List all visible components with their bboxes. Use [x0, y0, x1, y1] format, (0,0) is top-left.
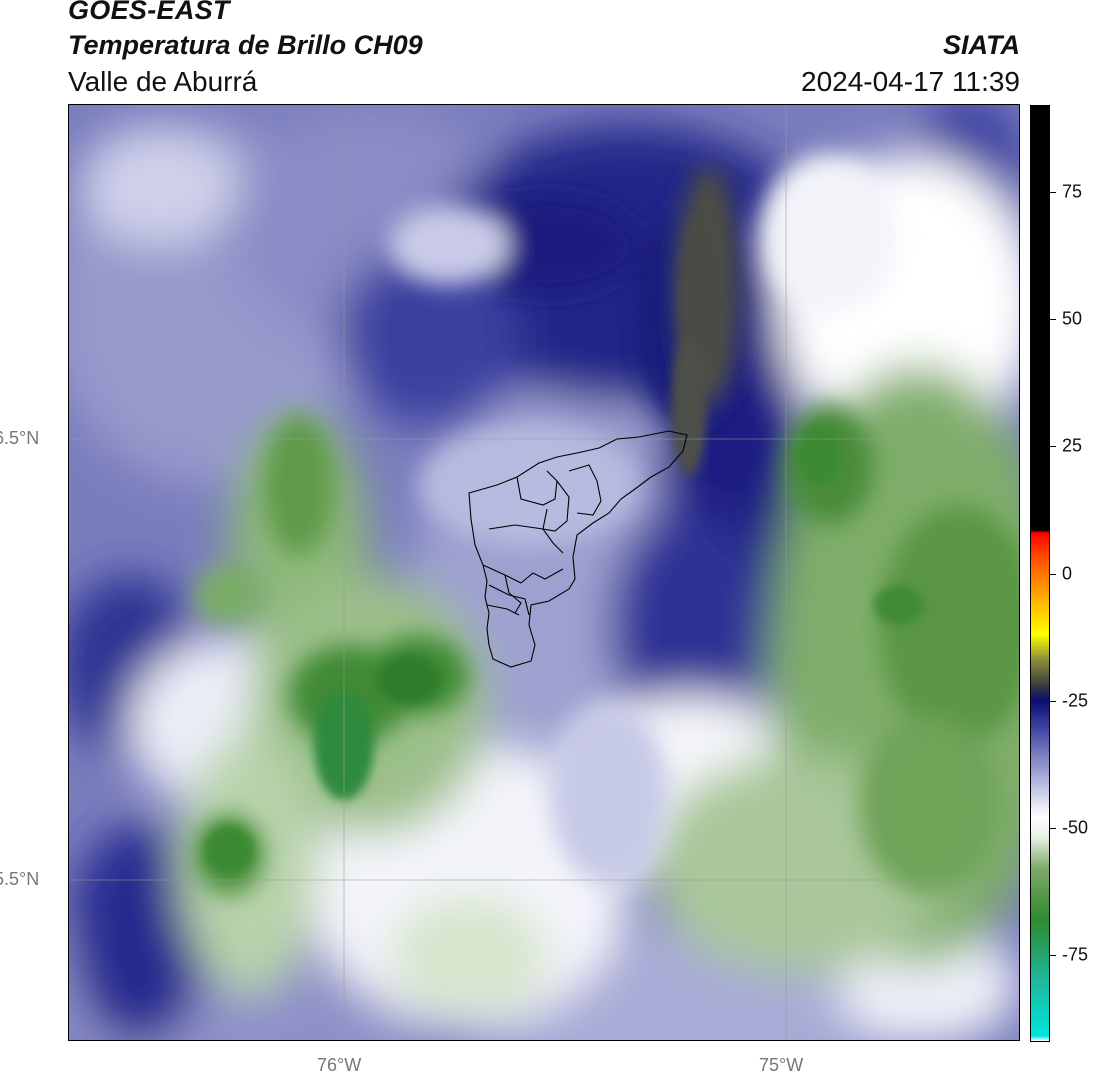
brightness-temperature-map[interactable] [68, 104, 1020, 1041]
colorbar-tick [1050, 191, 1056, 193]
lat-label-6-5n: 6.5°N [0, 428, 40, 448]
title-main: GOES-EAST [68, 0, 230, 25]
lon-label-75w: 75°W [759, 1055, 804, 1075]
aburra-valley-boundaries [468, 430, 688, 668]
map-canvas [69, 105, 1019, 1040]
colorbar-tick [1050, 573, 1056, 575]
colorbar-tick-label: 50 [1062, 308, 1083, 329]
title-location: Valle de Aburrá [68, 66, 258, 97]
title-datetime: 2024-04-17 11:39 [801, 66, 1020, 97]
colorbar-tick-label: 75 [1062, 181, 1083, 202]
colorbar-tick [1050, 828, 1056, 830]
title-subtitle: Temperatura de Brillo CH09 [68, 30, 423, 60]
graticule [69, 105, 1019, 1040]
colorbar-tick [1050, 700, 1056, 702]
colorbar-tick [1050, 955, 1056, 957]
lon-label-76w: 76°W [317, 1055, 362, 1075]
temperature-colorbar [1030, 105, 1050, 1042]
lat-label-5-5n: 5.5°N [0, 869, 40, 889]
colorbar-tick [1050, 318, 1056, 320]
colorbar-tick-label: 0 [1062, 563, 1073, 583]
colorbar-tick-label: -50 [1062, 817, 1089, 838]
colorbar-tick-label: 25 [1062, 435, 1083, 456]
colorbar-tick-label: -25 [1062, 690, 1089, 711]
title-organization: SIATA [943, 30, 1020, 60]
colorbar-tick-label: -75 [1062, 944, 1089, 965]
colorbar-tick [1050, 446, 1056, 448]
